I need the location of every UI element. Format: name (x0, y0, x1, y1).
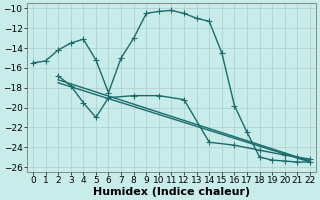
X-axis label: Humidex (Indice chaleur): Humidex (Indice chaleur) (93, 187, 250, 197)
